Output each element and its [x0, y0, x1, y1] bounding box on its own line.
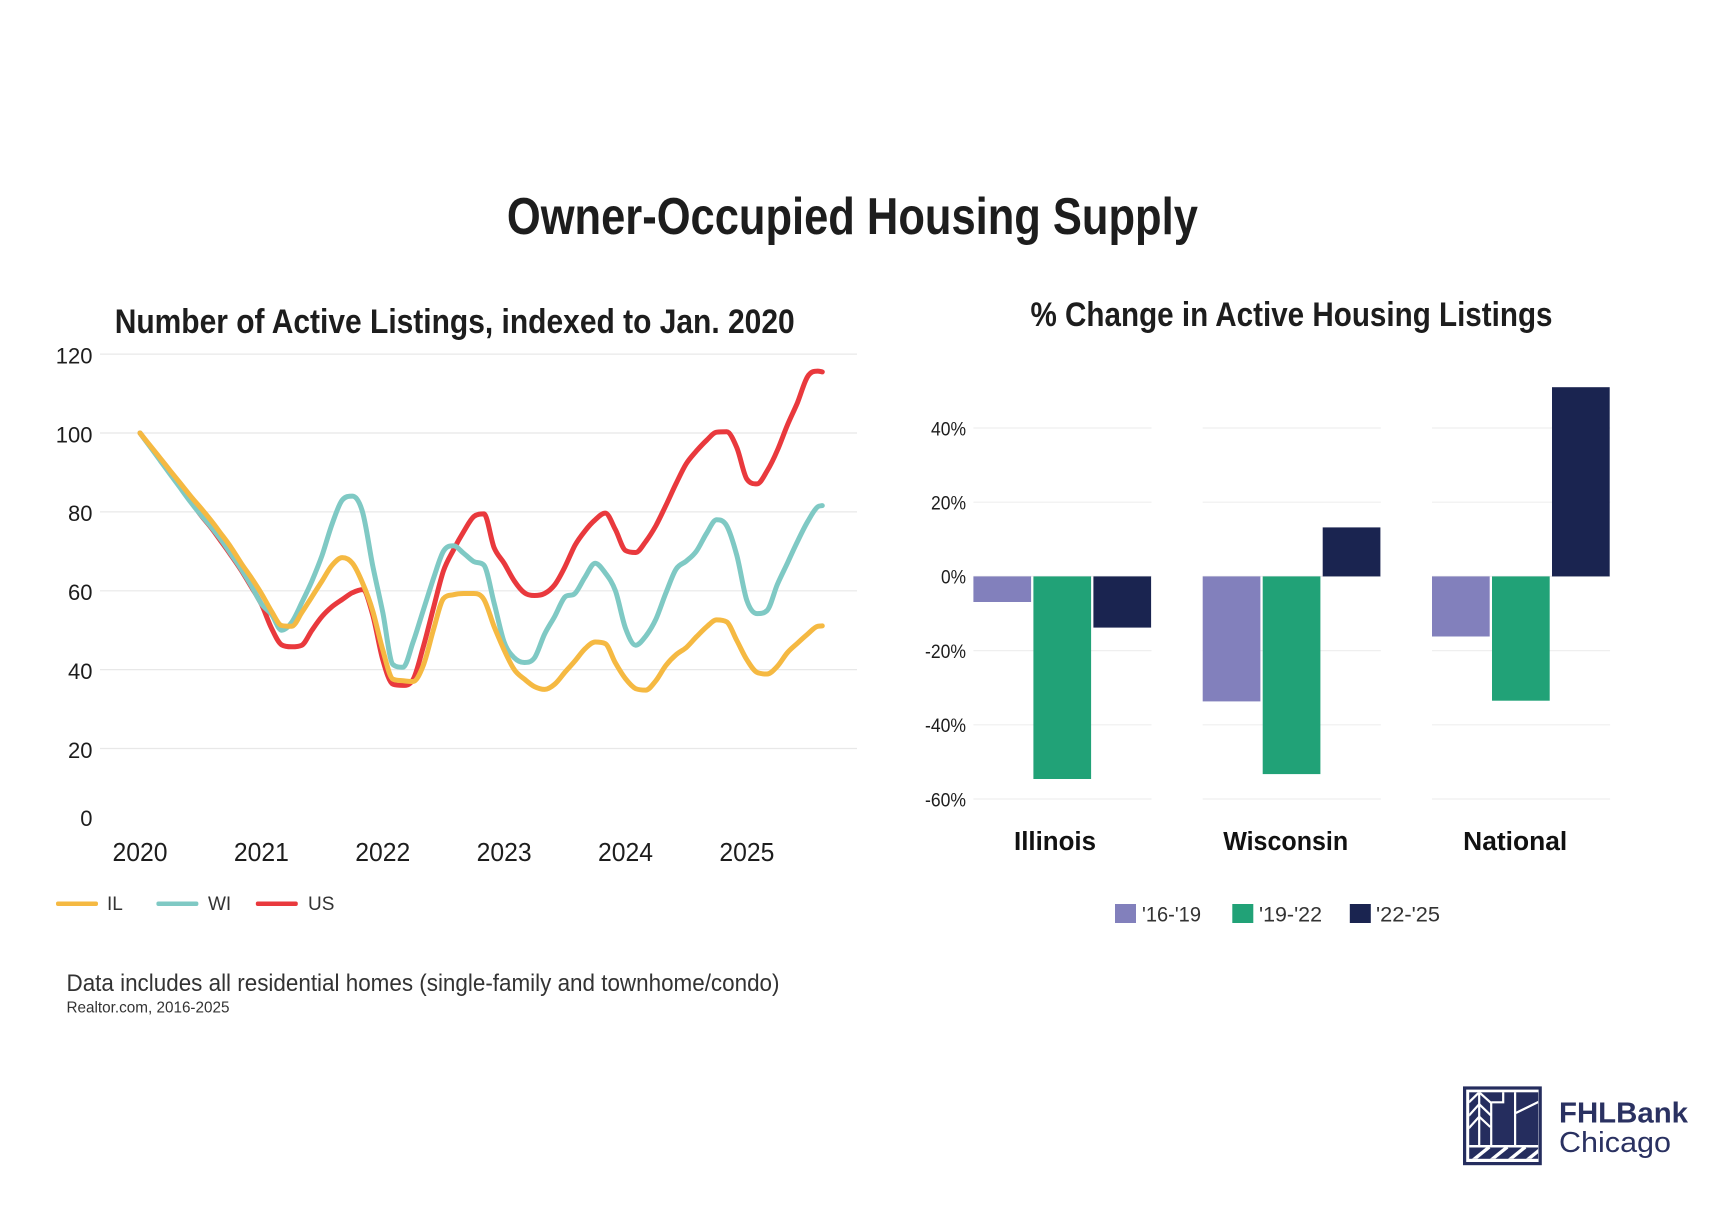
svg-text:WI: WI: [208, 894, 231, 915]
svg-text:20%: 20%: [931, 494, 966, 515]
svg-text:'16-'19: '16-'19: [1142, 904, 1201, 927]
svg-text:0%: 0%: [941, 568, 966, 589]
svg-text:FHLBank: FHLBank: [1559, 1098, 1689, 1130]
svg-text:-40%: -40%: [925, 716, 966, 737]
svg-text:Illinois: Illinois: [1014, 828, 1096, 856]
svg-text:2020: 2020: [113, 837, 168, 867]
svg-text:% Change in Active Housing Lis: % Change in Active Housing Listings: [1031, 296, 1553, 334]
svg-text:National: National: [1463, 828, 1567, 856]
svg-text:Chicago: Chicago: [1559, 1127, 1671, 1159]
svg-text:40%: 40%: [931, 419, 966, 440]
svg-text:'19-'22: '19-'22: [1259, 904, 1322, 927]
svg-text:2024: 2024: [598, 837, 653, 867]
svg-text:Owner-Occupied Housing Supply: Owner-Occupied Housing Supply: [507, 188, 1198, 246]
svg-text:Wisconsin: Wisconsin: [1223, 828, 1348, 856]
svg-text:Number of Active Listings, ind: Number of Active Listings, indexed to Ja…: [115, 303, 795, 341]
svg-text:2025: 2025: [719, 837, 774, 867]
svg-text:60: 60: [68, 580, 92, 605]
svg-text:US: US: [308, 894, 334, 915]
svg-text:120: 120: [56, 343, 93, 368]
svg-text:Realtor.com, 2016-2025: Realtor.com, 2016-2025: [67, 1000, 230, 1017]
svg-text:2023: 2023: [477, 837, 532, 867]
svg-text:0: 0: [80, 806, 92, 831]
svg-text:Data includes all residential: Data includes all residential homes (sin…: [67, 970, 780, 997]
svg-text:20: 20: [68, 738, 92, 763]
svg-text:80: 80: [68, 501, 92, 526]
svg-text:2022: 2022: [355, 837, 410, 867]
svg-text:IL: IL: [107, 894, 123, 915]
svg-text:40: 40: [68, 659, 92, 684]
svg-text:100: 100: [56, 422, 93, 447]
svg-text:'22-'25: '22-'25: [1376, 904, 1440, 927]
svg-text:-60%: -60%: [925, 790, 966, 811]
svg-text:2021: 2021: [234, 837, 289, 867]
svg-text:-20%: -20%: [925, 642, 966, 663]
